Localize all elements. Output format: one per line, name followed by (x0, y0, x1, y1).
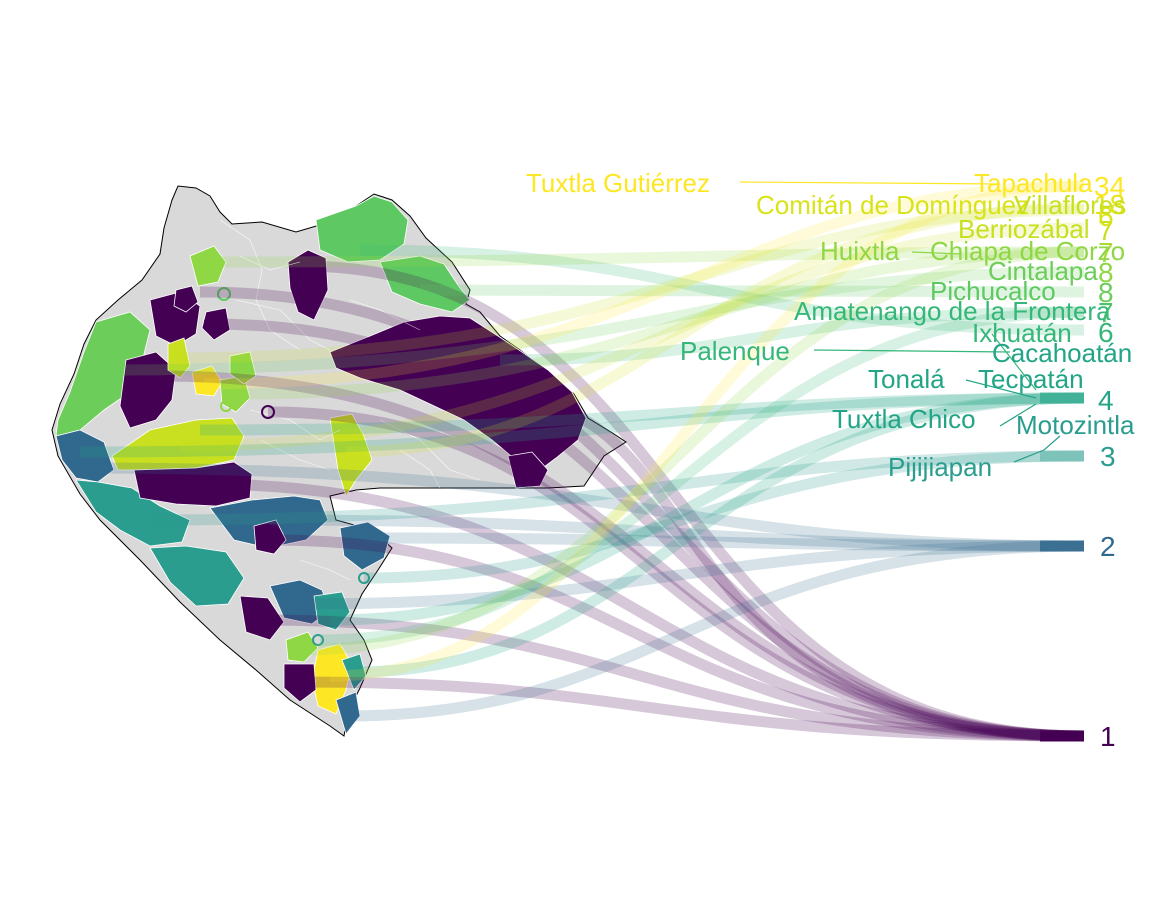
region-cintalapa-purple (119, 351, 177, 429)
municipality-label: Chiapa de Corzo (930, 236, 1125, 266)
rank-label: 8 (1098, 277, 1114, 308)
rank-label: 3 (1100, 441, 1116, 472)
region-south-purple (239, 595, 285, 641)
region-highland-purple (201, 307, 231, 341)
municipality-label: Amatenango de la Frontera (794, 296, 1111, 326)
region-mid-teal (339, 521, 391, 571)
region-cacahoatan (341, 653, 367, 691)
municipality-label: Tonalá (868, 364, 945, 394)
region-frontera-purple (253, 519, 287, 555)
rank-label: 4 (1098, 385, 1114, 416)
region-north-purple-a (173, 285, 199, 313)
municipality-label: Villaflores (1014, 190, 1126, 220)
municipality-label: Pijijiapan (888, 452, 992, 482)
rank-label: 2 (1100, 531, 1116, 562)
municipality-label: Cintalapa (988, 256, 1098, 286)
rank-label: 7 (1098, 237, 1114, 268)
municipality-label: Tuxtla Gutiérrez (526, 168, 710, 198)
region-huixtla (285, 631, 319, 663)
chiapas-map (51, 185, 627, 737)
municipality-label: Huixtla (820, 236, 900, 266)
municipality-label: Tecpatán (978, 364, 1084, 394)
region-central-purple (133, 461, 253, 507)
region-mapastepec-teal (149, 545, 245, 607)
flow-lines (79, 180, 1085, 742)
rank-endpoints (1040, 392, 1084, 742)
municipality-label: Pichucalco (930, 276, 1056, 306)
rank-label: 6 (1098, 201, 1114, 232)
rank-labels: 1 2 3 4 6 7 8 8 7 7 6 18 34 (1094, 171, 1125, 752)
centroid-markers (152, 287, 507, 683)
region-tonala (55, 429, 115, 483)
municipality-label: Tuxtla Chico (832, 404, 976, 434)
region-pijijiapan (75, 479, 191, 547)
region-north-green-ixhuatan (315, 195, 409, 263)
region-motozintla (313, 591, 351, 631)
rank-label: 18 (1094, 189, 1125, 220)
rank-label: 6 (1098, 317, 1114, 348)
region-northwest-green (55, 311, 151, 437)
rank-label: 1 (1100, 721, 1116, 752)
municipality-label: Cacahoatán (992, 338, 1132, 368)
rank-label: 34 (1094, 171, 1125, 202)
municipality-label: Tapachula (974, 168, 1093, 198)
region-palenque-ocosingo (329, 315, 587, 471)
region-berriozabal (167, 337, 191, 379)
region-north-green (189, 245, 227, 287)
label-leaders (739, 181, 1061, 463)
region-suchiate (335, 691, 361, 735)
region-soconusco-purple (283, 663, 317, 703)
municipality-label: Comitán de Domínguez (756, 190, 1029, 220)
region-highland-green (229, 351, 257, 385)
municipality-label: Berriozábal (958, 214, 1090, 244)
rank-label: 7 (1098, 215, 1114, 246)
municipal-borders (219, 219, 481, 581)
region-ocosingo-south-purple (507, 451, 549, 489)
region-north-purple-b (287, 249, 329, 321)
municipality-label: Ixhuatán (972, 318, 1072, 348)
region-pichucalco (379, 255, 471, 313)
municipality-label: Palenque (680, 336, 790, 366)
municipality-label: Motozintla (1016, 410, 1135, 440)
rank-label: 7 (1098, 297, 1114, 328)
municipality-labels: Tuxtla Gutiérrez Tapachula Comitán de Do… (526, 168, 1135, 482)
rank-label: 8 (1098, 257, 1114, 288)
